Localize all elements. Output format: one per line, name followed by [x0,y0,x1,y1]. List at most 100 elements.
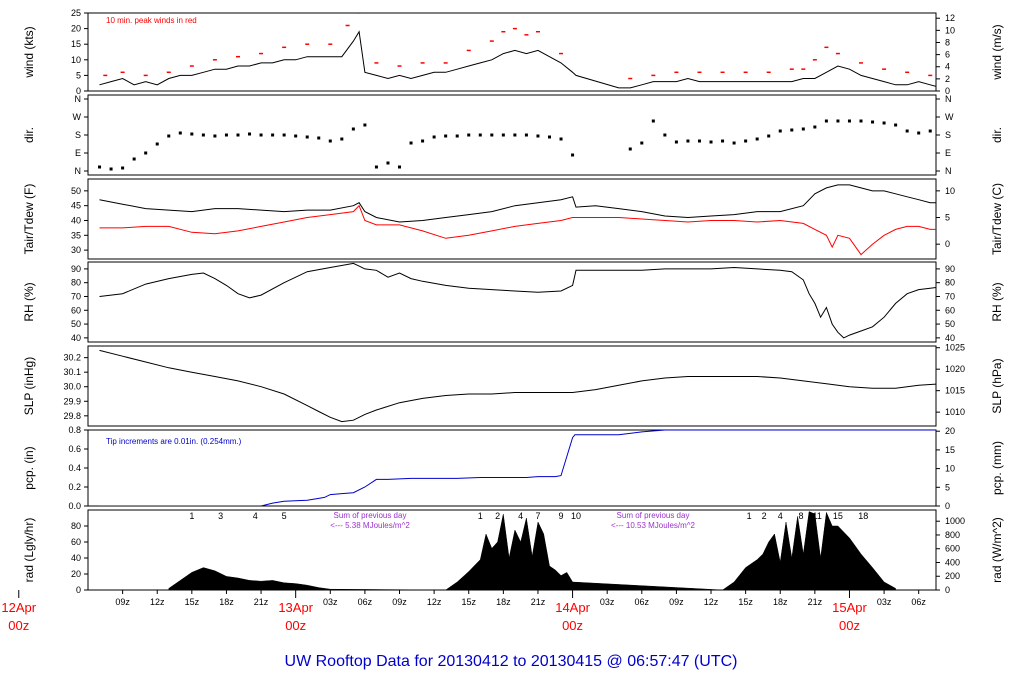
dir-point [224,133,228,137]
dir-point [201,133,205,137]
ytick-label-right: 5 [945,213,950,223]
ytick-label: S [75,130,81,140]
ytick-label-right: 12 [945,13,955,23]
ytick-label: 29.9 [63,396,81,406]
ytick-label: 60 [71,305,81,315]
panel-rad: rad (Lgly/hr) rad (W/m^2)0204060800200400… [22,509,1004,595]
panel-slp: SLP (inHg) SLP (hPa) 29.8 29.9 30.0 30.1 30.2 1… [22,343,1004,427]
ytick-label: 40 [71,553,81,563]
wind-ylabel: wind (kts) [22,26,36,78]
ytick-label: 80 [71,521,81,531]
pcp-annotation: Tip increments are 0.01in. (0.254mm.) [106,437,242,446]
ytick-label-right: 10 [945,464,955,474]
ytick-label: 35 [71,230,81,240]
ytick-label-right: 20 [945,426,955,436]
dir-point [478,133,482,137]
dir-point [628,147,632,151]
xtick-label: 15z [461,597,476,607]
dir-point [178,131,182,135]
ytick-label: 0.6 [68,444,81,454]
panels: wind (kts) wind (m/s)05101520250246810121… [22,8,1004,595]
rad-sum-value-2: <--- 10.53 MJoules/m^2 [611,521,696,530]
xtick-label: 06z [911,597,926,607]
xtick-label: 21z [808,597,823,607]
dir-point [571,153,575,157]
temp-ylabel-right: Tair/Tdew (C) [990,183,1004,255]
dir-point [871,120,875,124]
dir-point [432,135,436,139]
pcp-data [99,430,936,506]
ytick-label: 30 [71,245,81,255]
xtick-label: 15z [185,597,200,607]
ytick-label: 5 [76,70,81,80]
panel-wind: wind (kts) wind (m/s) 0 5 10 15 20 25 0 2 4 6 8 10 12 1… [22,8,1004,96]
ytick-label: 50 [71,186,81,196]
wind-ylabel-right: wind (m/s) [990,24,1004,80]
dir-point [917,131,921,135]
dir-point [778,129,782,133]
dir-point [824,119,828,123]
panel-dir: dir. dir.N NE ES SW WN N [22,94,1004,176]
dir-point [467,133,471,137]
dir-point [547,135,551,139]
xtick-label: 06z [358,597,373,607]
day-z-label: 00z [562,618,583,633]
rad-marker-label: 18 [858,511,868,521]
ytick-label: 0.2 [68,482,81,492]
ytick-label-right: N [945,94,952,104]
rh-frame [87,261,937,343]
dir-point [259,133,263,137]
dir-point [755,137,759,141]
ytick-label-right: 10 [945,186,955,196]
ytick-label-right: E [945,148,951,158]
ytick-label-right: 0 [945,585,950,595]
ytick-label-right: 6 [945,50,950,60]
rh-ylabel-right: RH (%) [990,282,1004,321]
ytick-label: 60 [71,537,81,547]
ytick-label: 70 [71,291,81,301]
ytick-label: W [73,112,82,122]
slp-ylabel-right: SLP (hPa) [990,358,1004,413]
day-label: 12Apr [1,600,36,615]
rad-marker-label: 10 [571,511,581,521]
dir-point [213,134,217,138]
ytick-label: 40 [71,333,81,343]
dir-point [340,137,344,141]
xtick-label: 12z [427,597,442,607]
dir-point [305,135,309,139]
ytick-label-right: 40 [945,333,955,343]
ytick-label-right: 10 [945,25,955,35]
dir-point [663,133,667,137]
ytick-label: N [75,166,82,176]
ytick-label-right: N [945,166,952,176]
day-label: 15Apr [832,600,867,615]
xtick-label: 21z [254,597,269,607]
dir-point [674,140,678,144]
xtick-label: 18z [773,597,788,607]
rad-marker-label: 1 [478,511,483,521]
rad-marker-label: 5 [282,511,287,521]
dir-point [294,134,298,138]
ytick-label-right: 50 [945,319,955,329]
dir-ylabel: dir. [22,127,36,143]
temp-frame [87,178,937,260]
dir-point [190,132,194,136]
rad-ylabel-right: rad (W/m^2) [990,517,1004,583]
xtick-label: 03z [600,597,615,607]
dir-point [940,134,943,137]
rad-marker-label: 4 [778,511,783,521]
rad-sum-label-2: Sum of previous day [617,511,690,520]
ytick-label: 25 [71,8,81,18]
dir-point [374,165,378,169]
dir-point [767,134,771,138]
xtick-label: 18z [219,597,234,607]
rad-marker-label: 1 [189,511,194,521]
temp-data [99,184,936,256]
ytick-label: 40 [71,215,81,225]
rad-marker-label: 2 [762,511,767,521]
dir-point [640,141,644,145]
dir-point [513,133,517,137]
dir-point [328,139,332,143]
ytick-label: 0.8 [68,425,81,435]
